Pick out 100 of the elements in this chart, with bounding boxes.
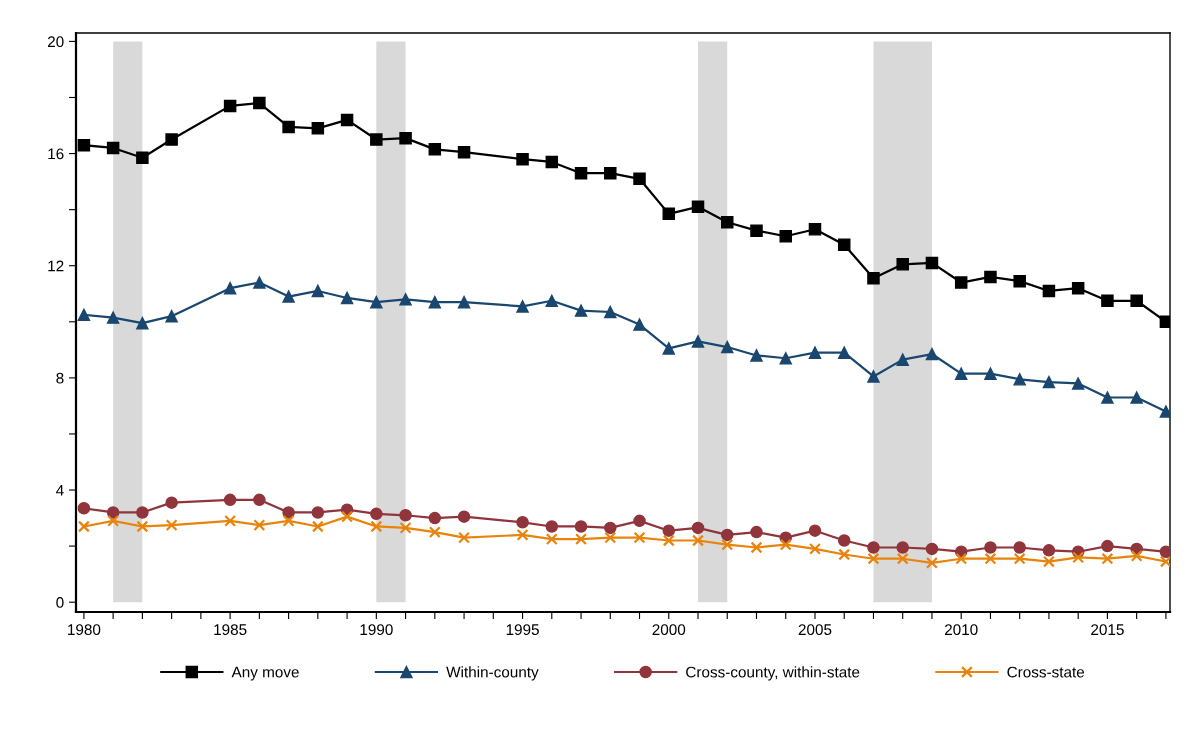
point [896,541,909,554]
point [691,335,705,348]
point [370,295,383,309]
point [750,224,763,237]
point [604,305,617,319]
point [633,531,646,544]
point [954,367,968,380]
point [750,541,763,554]
point [692,534,704,547]
point [545,155,559,169]
point [77,138,91,152]
point [896,258,909,271]
point [691,200,705,214]
point [808,524,822,537]
x-tick-label: 2005 [798,624,832,636]
point [691,521,705,535]
point [457,295,471,309]
point [1130,391,1143,404]
point [1130,294,1143,308]
point [750,349,763,362]
point [750,525,763,539]
point [633,172,646,186]
point [867,552,880,565]
point [340,291,354,305]
point [1130,549,1143,562]
point [106,311,120,324]
point [428,295,442,309]
point [867,370,880,383]
point [896,552,909,565]
point [253,493,266,507]
point [282,120,295,134]
point [925,556,938,569]
x-tick-label: 1990 [360,624,393,636]
x-tick-label: 1980 [68,624,101,636]
point [545,533,558,546]
point [779,538,792,551]
point [428,143,442,156]
point [1013,373,1026,386]
point [370,520,383,533]
legend-label: Within-county [446,666,539,681]
point [574,520,588,533]
point [1013,552,1026,565]
point [253,519,266,532]
point [838,548,851,561]
point [106,506,120,519]
legend-label: Cross-county, within-state [686,666,860,681]
point [604,521,617,535]
point [984,552,997,565]
y-tick-label: 4 [56,485,64,496]
point [223,99,237,113]
point [1013,541,1026,554]
point [955,552,968,565]
point [223,493,237,507]
y-tick-label: 16 [48,148,64,160]
point [457,145,471,159]
point [545,520,559,533]
point [106,141,120,155]
point [837,346,851,359]
point [77,520,90,533]
point [370,133,383,146]
point [165,496,178,509]
point [399,509,412,522]
point [165,133,178,146]
point [77,308,91,322]
point [311,284,325,298]
point [779,351,792,365]
point [1071,281,1085,295]
x-tick-label: 2010 [944,624,978,636]
point [721,340,734,354]
point [1101,391,1114,404]
point [457,510,471,523]
point [867,272,880,285]
point [311,520,324,533]
point [867,541,880,554]
legend-label: Any move [231,666,299,681]
point [984,541,997,554]
point [516,152,529,166]
point [575,533,588,546]
point [809,542,821,555]
point [662,524,676,537]
point [925,347,939,361]
point [1159,555,1170,568]
point [604,531,617,544]
point [925,542,939,556]
point [984,367,997,380]
point [662,534,675,547]
point [574,166,588,180]
x-tick-label: 2000 [652,624,686,636]
point [1101,294,1114,308]
x-tick-label: 1985 [214,624,247,636]
point [399,521,412,534]
point [1042,544,1056,557]
point [516,528,529,541]
point [633,318,646,331]
legend-label: Cross-state [1007,666,1085,678]
point [1071,377,1085,390]
point [136,506,149,519]
y-tick-label: 12 [48,260,64,272]
point [341,510,354,523]
point [224,514,237,527]
